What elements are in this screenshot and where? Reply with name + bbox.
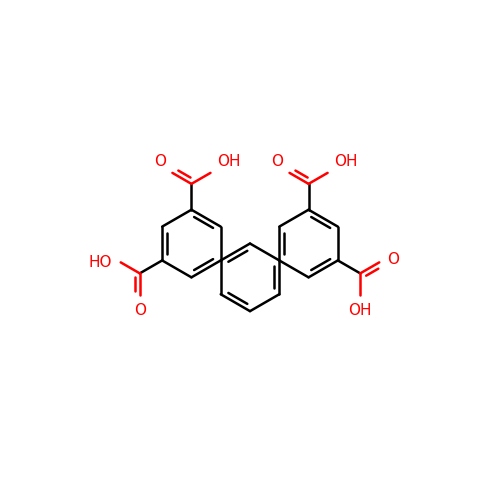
Text: O: O — [271, 154, 283, 170]
Text: OH: OH — [348, 303, 372, 318]
Text: OH: OH — [217, 154, 240, 170]
Text: O: O — [134, 303, 146, 318]
Text: HO: HO — [88, 255, 112, 270]
Text: O: O — [154, 154, 166, 170]
Text: OH: OH — [334, 154, 357, 170]
Text: O: O — [386, 252, 398, 268]
